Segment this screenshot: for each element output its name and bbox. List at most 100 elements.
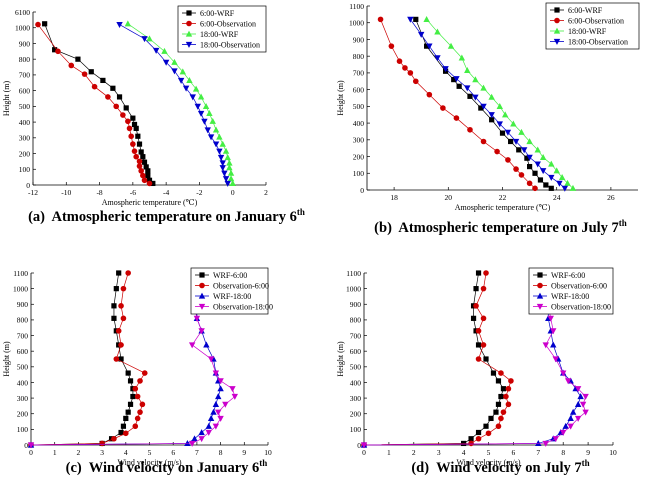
data-point bbox=[207, 134, 215, 141]
y-tick-label: 500 bbox=[350, 363, 362, 372]
data-point bbox=[472, 76, 479, 83]
data-point bbox=[116, 21, 123, 28]
series-line bbox=[380, 19, 536, 189]
y-tick-label: 400 bbox=[17, 378, 29, 387]
legend-marker bbox=[185, 41, 193, 48]
y-tick-label: 1100 bbox=[13, 269, 28, 278]
legend-marker bbox=[536, 292, 544, 299]
y-tick-label: 800 bbox=[19, 55, 31, 64]
x-tick-label: 26 bbox=[607, 193, 615, 202]
data-point bbox=[505, 401, 512, 408]
x-tick-label: 22 bbox=[499, 193, 507, 202]
legend-label: Observation-18:00 bbox=[551, 303, 611, 312]
data-point bbox=[222, 401, 229, 408]
x-tick-label: 0 bbox=[362, 448, 366, 457]
data-point bbox=[125, 409, 131, 415]
data-point bbox=[91, 83, 98, 90]
data-point bbox=[138, 149, 144, 155]
data-point bbox=[407, 70, 414, 76]
data-point bbox=[504, 129, 512, 136]
data-point bbox=[215, 393, 222, 400]
x-tick-label: 4 bbox=[124, 448, 128, 457]
data-point bbox=[55, 48, 61, 55]
data-point bbox=[188, 342, 196, 349]
data-point bbox=[131, 121, 138, 128]
data-point bbox=[426, 43, 433, 50]
x-tick-label: 10 bbox=[609, 448, 617, 457]
series-d-0 bbox=[361, 270, 507, 448]
data-point bbox=[488, 415, 494, 422]
series-a-0 bbox=[42, 21, 156, 187]
data-point bbox=[542, 440, 549, 447]
data-point bbox=[138, 168, 144, 174]
data-point bbox=[191, 435, 198, 442]
data-point bbox=[475, 356, 482, 362]
legend-marker bbox=[185, 30, 193, 37]
y-tick-label: 800 bbox=[17, 316, 29, 325]
data-point bbox=[134, 393, 141, 400]
data-point bbox=[141, 159, 148, 165]
data-point bbox=[120, 315, 127, 322]
data-point bbox=[126, 125, 133, 132]
data-point bbox=[567, 415, 574, 422]
data-point bbox=[475, 435, 482, 442]
data-point bbox=[493, 409, 499, 415]
data-point bbox=[483, 270, 489, 276]
data-point bbox=[475, 429, 482, 436]
chart-c-svg: 0 100 200 300 400 500 600 700 800 900 1000 1100 0 1 2 3… bbox=[2, 267, 273, 467]
y-tick-label: 500 bbox=[353, 102, 365, 111]
chart-d-y-label: Height (m) bbox=[336, 341, 345, 377]
data-point bbox=[447, 42, 455, 49]
data-point bbox=[210, 408, 217, 415]
x-tick-label: 7 bbox=[195, 448, 199, 457]
chart-a-x-label: Amospheric temperature (℃) bbox=[102, 198, 198, 207]
y-tick-label: 200 bbox=[19, 149, 31, 158]
data-point bbox=[564, 179, 571, 186]
x-tick-label: 2 bbox=[77, 448, 81, 457]
x-tick-label: 1 bbox=[387, 448, 391, 457]
y-tick-label: 200 bbox=[17, 410, 29, 419]
data-point bbox=[116, 270, 122, 276]
y-tick-label: 600 bbox=[353, 85, 365, 94]
data-point bbox=[222, 176, 230, 183]
legend-label: Observation-18:00 bbox=[213, 303, 273, 312]
data-point bbox=[490, 370, 497, 376]
data-point bbox=[118, 342, 124, 348]
data-point bbox=[212, 400, 220, 407]
legend-label: 18:00-Observation bbox=[200, 41, 260, 50]
legend-marker bbox=[553, 27, 561, 34]
data-point bbox=[548, 174, 555, 181]
data-point bbox=[115, 328, 122, 334]
y-tick-label: 1000 bbox=[346, 284, 361, 293]
legend-label: 6:00-Observation bbox=[568, 17, 624, 26]
data-point bbox=[582, 409, 589, 416]
legend-label: Observation-6:00 bbox=[551, 282, 607, 291]
data-point bbox=[194, 103, 201, 110]
legend-label: 18:00-WRF bbox=[200, 30, 239, 39]
data-point bbox=[188, 440, 196, 447]
data-point bbox=[537, 177, 544, 183]
data-point bbox=[209, 117, 216, 124]
series-a-3 bbox=[116, 21, 231, 187]
data-point bbox=[478, 105, 484, 111]
series-a-2 bbox=[124, 20, 236, 187]
y-tick-label: 100 bbox=[19, 165, 31, 174]
data-point bbox=[498, 393, 504, 400]
data-point bbox=[496, 102, 503, 109]
y-tick-label: 300 bbox=[353, 136, 365, 145]
data-point bbox=[125, 370, 131, 376]
data-point bbox=[146, 35, 153, 42]
data-point bbox=[216, 148, 223, 155]
data-point bbox=[567, 423, 574, 430]
data-point bbox=[508, 378, 514, 384]
x-tick-label: 5 bbox=[487, 448, 491, 457]
data-point bbox=[489, 117, 495, 123]
data-point bbox=[118, 356, 124, 362]
data-point bbox=[130, 141, 136, 147]
data-point bbox=[179, 68, 186, 75]
y-tick-label: 700 bbox=[19, 71, 31, 80]
y-tick-label: 6100 bbox=[15, 8, 30, 17]
data-point bbox=[226, 164, 233, 171]
data-point bbox=[464, 67, 471, 73]
data-point bbox=[526, 180, 533, 187]
